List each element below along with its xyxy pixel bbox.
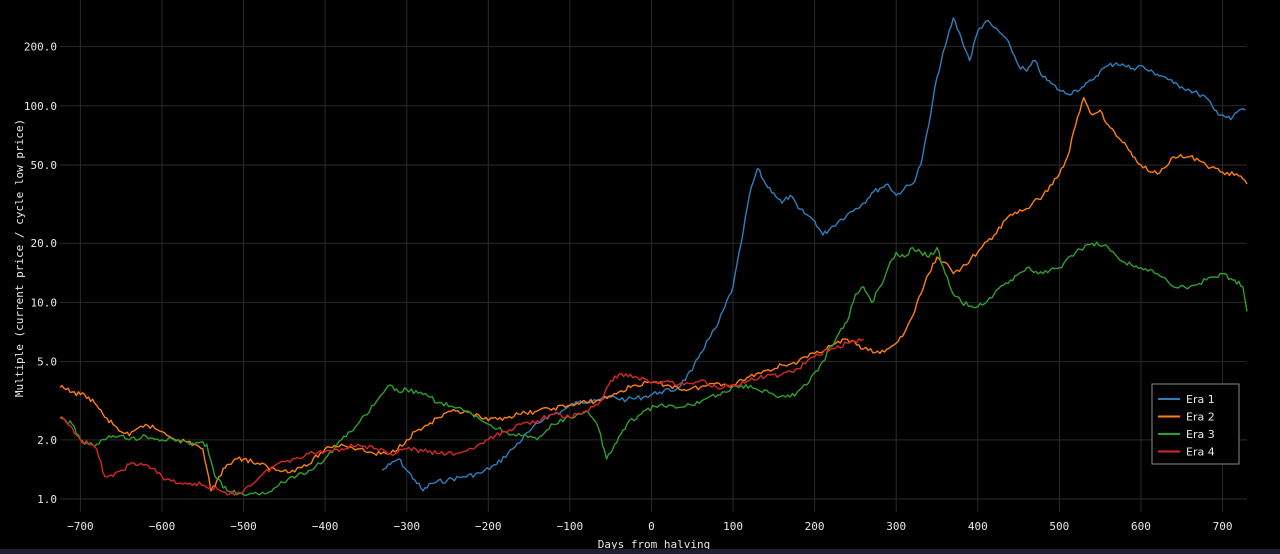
y-tick-label: 200.0 xyxy=(24,41,57,54)
bottom-strip xyxy=(0,549,1280,554)
y-tick-label: 10.0 xyxy=(31,296,58,309)
y-tick-label: 20.0 xyxy=(31,237,58,250)
legend-entry-label[interactable]: Era 3 xyxy=(1186,428,1215,441)
series-line-era-4 xyxy=(59,338,864,496)
series-line-era-1 xyxy=(381,17,1246,492)
x-tick-label: −300 xyxy=(393,520,420,533)
y-tick-label: 50.0 xyxy=(31,159,58,172)
x-tick-label: −500 xyxy=(230,520,257,533)
legend[interactable]: Era 1 Era 2 Era 3 Era 4 xyxy=(1151,383,1240,465)
x-tick-label: −100 xyxy=(557,520,584,533)
x-axis-ticks: −700 −600 −500 −400 −300 −200 −100 0 100 200 300 40… xyxy=(67,520,1232,533)
x-tick-label: −600 xyxy=(149,520,176,533)
legend-box xyxy=(1151,383,1240,465)
x-tick-label: −700 xyxy=(67,520,94,533)
y-axis-ticks: 1.0 2.0 5.0 10.0 20.0 50.0 100.0 200.0 xyxy=(24,41,57,506)
x-tick-label: 200 xyxy=(805,520,825,533)
x-tick-label: 600 xyxy=(1131,520,1151,533)
y-tick-label: 100.0 xyxy=(24,100,57,113)
x-tick-label: 700 xyxy=(1213,520,1233,533)
x-tick-label: 300 xyxy=(886,520,906,533)
legend-entry-label[interactable]: Era 1 xyxy=(1186,393,1215,406)
x-tick-label: 400 xyxy=(968,520,988,533)
series-layer xyxy=(59,17,1248,497)
x-tick-label: 0 xyxy=(648,520,655,533)
x-axis-title: Days from halving xyxy=(598,538,711,549)
y-tick-label: 2.0 xyxy=(37,434,57,447)
legend-entry-label[interactable]: Era 4 xyxy=(1186,446,1215,459)
y-tick-label: 1.0 xyxy=(37,493,57,506)
x-tick-label: −200 xyxy=(475,520,502,533)
series-line-era-3 xyxy=(59,241,1248,497)
y-tick-label: 5.0 xyxy=(37,356,57,369)
x-tick-label: −400 xyxy=(312,520,339,533)
grid-layer xyxy=(60,0,1247,512)
x-tick-label: 500 xyxy=(1049,520,1069,533)
legend-entry-label[interactable]: Era 2 xyxy=(1186,411,1215,424)
y-axis-title: Multiple (current price / cycle low pric… xyxy=(13,119,26,397)
x-tick-label: 100 xyxy=(723,520,743,533)
